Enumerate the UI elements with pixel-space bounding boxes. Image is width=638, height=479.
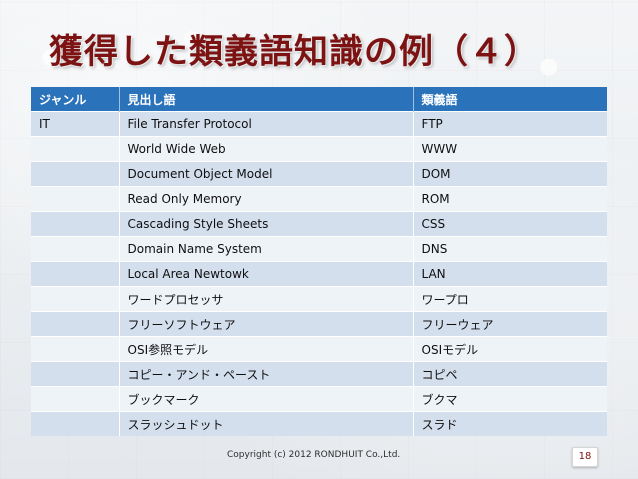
genre-cell [31, 336, 120, 362]
table-row: IT File Transfer Protocol FTP [31, 111, 607, 137]
synonym-cell: ワープロ [413, 286, 607, 312]
synonym-cell: CSS [413, 211, 607, 237]
headword-cell: ブックマーク [119, 386, 414, 412]
synonym-cell: フリーウェア [413, 311, 607, 337]
slide-title: 獲得した類義語知識の例（４） [49, 32, 539, 72]
page-number: 18 [572, 447, 598, 467]
table-row: Document Object Model DOM [31, 161, 607, 187]
column-header-headword: 見出し語 [119, 87, 414, 112]
genre-cell [31, 136, 120, 162]
headword-cell: Domain Name System [119, 236, 414, 262]
synonym-cell: コピペ [413, 361, 607, 387]
genre-cell [31, 161, 120, 187]
synonym-table: ジャンル 見出し語 類義語 IT File Transfer Protocol … [31, 87, 607, 436]
synonym-cell: ブクマ [413, 386, 607, 412]
table-row: コピー・アンド・ペースト コピペ [31, 361, 607, 387]
headword-cell: フリーソフトウェア [119, 311, 414, 337]
table-header-row: ジャンル 見出し語 類義語 [31, 87, 607, 112]
genre-cell [31, 186, 120, 212]
table-row: Domain Name System DNS [31, 236, 607, 262]
headword-cell: コピー・アンド・ペースト [119, 361, 414, 387]
synonym-cell: ROM [413, 186, 607, 212]
synonym-cell: DNS [413, 236, 607, 262]
table-row: Cascading Style Sheets CSS [31, 211, 607, 237]
table-row: スラッシュドット スラド [31, 411, 607, 436]
table-row: Local Area Newtowk LAN [31, 261, 607, 287]
headword-cell: Cascading Style Sheets [119, 211, 414, 237]
column-header-genre: ジャンル [31, 87, 120, 112]
headword-cell: ワードプロセッサ [119, 286, 414, 312]
table-row: World Wide Web WWW [31, 136, 607, 162]
genre-cell [31, 261, 120, 287]
genre-cell [31, 211, 120, 237]
genre-cell: IT [31, 111, 120, 137]
synonym-cell: スラド [413, 411, 607, 436]
column-header-synonym: 類義語 [413, 87, 607, 112]
table-row: ブックマーク ブクマ [31, 386, 607, 412]
headword-cell: スラッシュドット [119, 411, 414, 436]
headword-cell: OSI参照モデル [119, 336, 414, 362]
synonym-cell: LAN [413, 261, 607, 287]
headword-cell: World Wide Web [119, 136, 414, 162]
genre-cell [31, 361, 120, 387]
headword-cell: File Transfer Protocol [119, 111, 414, 137]
headword-cell: Local Area Newtowk [119, 261, 414, 287]
copyright-text: Copyright (c) 2012 RONDHUIT Co.,Ltd. [227, 450, 401, 460]
synonym-cell: WWW [413, 136, 607, 162]
table-row: フリーソフトウェア フリーウェア [31, 311, 607, 337]
genre-cell [31, 311, 120, 337]
headword-cell: Read Only Memory [119, 186, 414, 212]
table-row: Read Only Memory ROM [31, 186, 607, 212]
synonym-cell: DOM [413, 161, 607, 187]
genre-cell [31, 286, 120, 312]
genre-cell [31, 386, 120, 412]
genre-cell [31, 411, 120, 436]
slide-footer: Copyright (c) 2012 RONDHUIT Co.,Ltd. 18 [0, 447, 638, 467]
synonym-cell: FTP [413, 111, 607, 137]
table-row: ワードプロセッサ ワープロ [31, 286, 607, 312]
synonym-cell: OSIモデル [413, 336, 607, 362]
headword-cell: Document Object Model [119, 161, 414, 187]
genre-cell [31, 236, 120, 262]
table-row: OSI参照モデル OSIモデル [31, 336, 607, 362]
